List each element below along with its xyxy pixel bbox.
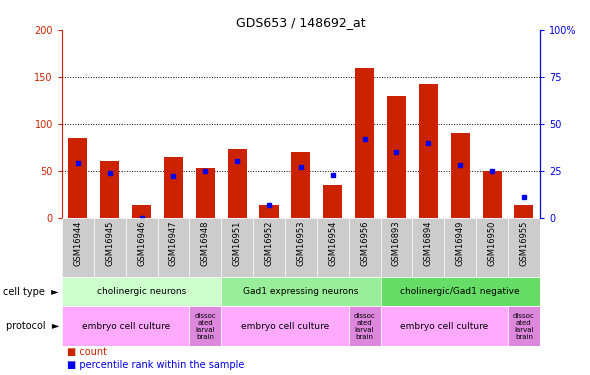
Bar	[419, 84, 438, 218]
Bar	[349, 217, 381, 278]
Bar	[317, 217, 349, 278]
Text: cholinergic neurons: cholinergic neurons	[97, 287, 186, 296]
Bar	[164, 157, 183, 218]
Bar	[476, 217, 508, 278]
Text: GSM16956: GSM16956	[360, 220, 369, 266]
Title: GDS653 / 148692_at: GDS653 / 148692_at	[236, 16, 366, 29]
Bar	[508, 306, 540, 346]
Text: GSM16951: GSM16951	[232, 220, 242, 266]
Bar	[94, 217, 126, 278]
Text: embryo cell culture: embryo cell culture	[81, 321, 170, 330]
Text: GSM16893: GSM16893	[392, 220, 401, 266]
Bar	[444, 217, 476, 278]
Text: GSM16944: GSM16944	[73, 220, 83, 266]
Bar	[451, 133, 470, 218]
Bar	[196, 168, 215, 217]
Bar	[62, 278, 221, 306]
Bar	[221, 306, 349, 346]
Text: embryo cell culture: embryo cell culture	[241, 321, 329, 330]
Bar	[132, 206, 151, 218]
Bar	[387, 96, 406, 218]
Text: GSM16949: GSM16949	[455, 220, 465, 266]
Bar	[291, 152, 310, 217]
Bar	[158, 217, 189, 278]
Text: ■ percentile rank within the sample: ■ percentile rank within the sample	[67, 360, 244, 370]
Bar	[381, 278, 540, 306]
Bar	[68, 138, 87, 218]
Bar	[355, 68, 374, 218]
Bar	[260, 206, 278, 218]
Bar	[483, 171, 501, 217]
Bar	[189, 217, 221, 278]
Bar	[323, 185, 342, 218]
Bar	[100, 161, 119, 218]
Text: GSM16952: GSM16952	[264, 220, 274, 266]
Text: GSM16946: GSM16946	[137, 220, 146, 266]
Bar	[508, 217, 540, 278]
Bar	[285, 217, 317, 278]
Bar	[253, 217, 285, 278]
Bar	[221, 217, 253, 278]
Text: GSM16954: GSM16954	[328, 220, 337, 266]
Bar	[126, 217, 158, 278]
Text: GSM16945: GSM16945	[105, 220, 114, 266]
Bar	[189, 306, 221, 346]
Text: GSM16948: GSM16948	[201, 220, 210, 266]
Bar	[221, 278, 381, 306]
Text: cholinergic/Gad1 negative: cholinergic/Gad1 negative	[401, 287, 520, 296]
Bar	[62, 306, 189, 346]
Text: dissoc
ated
larval
brain: dissoc ated larval brain	[354, 312, 375, 339]
Bar	[412, 217, 444, 278]
Text: Gad1 expressing neurons: Gad1 expressing neurons	[243, 287, 359, 296]
Bar	[228, 149, 247, 217]
Bar	[514, 204, 533, 218]
Bar	[349, 306, 381, 346]
Text: ■ count: ■ count	[67, 347, 107, 357]
Bar	[381, 306, 508, 346]
Text: embryo cell culture: embryo cell culture	[400, 321, 489, 330]
Bar	[62, 217, 94, 278]
Text: dissoc
ated
larval
brain: dissoc ated larval brain	[513, 312, 535, 339]
Text: GSM16953: GSM16953	[296, 220, 306, 266]
Text: GSM16947: GSM16947	[169, 220, 178, 266]
Text: dissoc
ated
larval
brain: dissoc ated larval brain	[195, 312, 216, 339]
Text: GSM16955: GSM16955	[519, 220, 529, 266]
Text: GSM16894: GSM16894	[424, 220, 433, 266]
Bar	[381, 217, 412, 278]
Text: cell type  ►: cell type ►	[4, 287, 59, 297]
Text: GSM16950: GSM16950	[487, 220, 497, 266]
Text: protocol  ►: protocol ►	[6, 321, 59, 331]
